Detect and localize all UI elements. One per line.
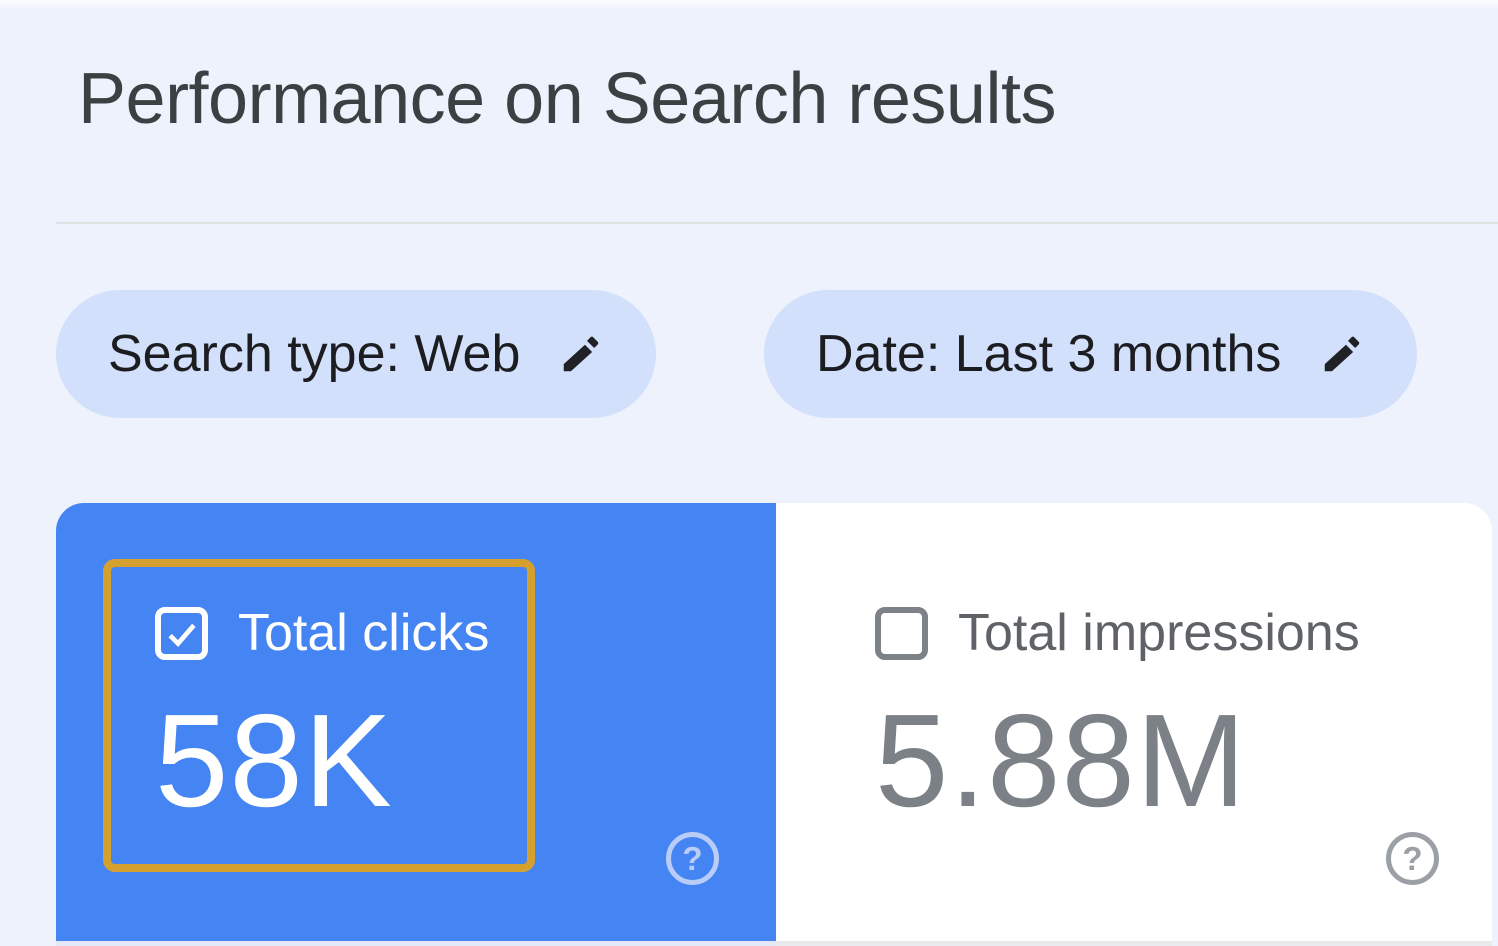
metric-cards: Total clicks 58K ? Total impressions 5.8… xyxy=(56,503,1492,941)
filter-chip-date[interactable]: Date: Last 3 months xyxy=(764,290,1418,418)
metric-card-total-clicks[interactable]: Total clicks 58K ? xyxy=(56,503,776,941)
filter-chip-search-type[interactable]: Search type: Web xyxy=(56,290,657,418)
total-clicks-label: Total clicks xyxy=(238,604,490,662)
total-clicks-value: 58K xyxy=(155,687,393,834)
total-clicks-checkbox[interactable] xyxy=(155,607,208,660)
bottom-strip-right xyxy=(776,941,1492,946)
metric-card-total-impressions[interactable]: Total impressions 5.88M ? xyxy=(776,503,1492,941)
top-fade xyxy=(0,0,1498,10)
bottom-strip-left xyxy=(56,941,776,946)
checkmark-icon xyxy=(167,623,196,647)
help-icon[interactable]: ? xyxy=(1386,832,1439,885)
pencil-icon[interactable] xyxy=(558,331,604,377)
help-glyph: ? xyxy=(1402,839,1423,877)
filter-chip-date-label: Date: Last 3 months xyxy=(816,325,1282,383)
total-impressions-checkbox[interactable] xyxy=(875,607,928,660)
pencil-icon[interactable] xyxy=(1319,331,1365,377)
total-impressions-check-row: Total impressions xyxy=(875,607,1360,660)
total-impressions-label: Total impressions xyxy=(958,604,1360,662)
total-clicks-check-row: Total clicks xyxy=(155,607,489,660)
divider xyxy=(56,222,1498,224)
help-icon[interactable]: ? xyxy=(666,832,719,885)
help-glyph: ? xyxy=(682,839,703,877)
page-title: Performance on Search results xyxy=(78,59,1056,139)
total-impressions-value: 5.88M xyxy=(875,687,1247,834)
filter-chip-search-type-label: Search type: Web xyxy=(108,325,521,383)
